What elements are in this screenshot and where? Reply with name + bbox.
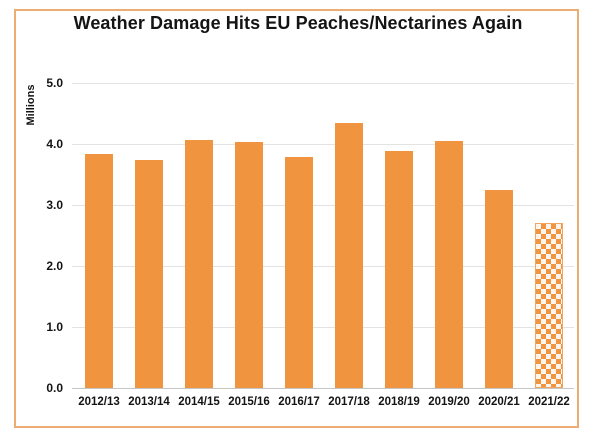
gridline xyxy=(72,83,574,84)
x-axis-line xyxy=(72,388,574,389)
bar xyxy=(485,190,513,388)
x-axis-label: 2020/21 xyxy=(478,396,520,408)
x-axis-label: 2018/19 xyxy=(378,396,420,408)
gridline xyxy=(72,266,574,267)
gridline xyxy=(72,144,574,145)
y-axis-tick-label: 0.0 xyxy=(46,381,63,395)
y-axis-tick-label: 1.0 xyxy=(46,320,63,334)
x-axis-label: 2017/18 xyxy=(328,396,370,408)
bar xyxy=(135,159,163,388)
bar xyxy=(85,153,113,388)
x-axis-label: 2019/20 xyxy=(428,396,470,408)
bar xyxy=(435,140,463,388)
x-axis-label: 2021/22 xyxy=(528,396,570,408)
bar xyxy=(185,140,213,388)
x-axis-label: 2012/13 xyxy=(78,396,120,408)
chart-title: Weather Damage Hits EU Peaches/Nectarine… xyxy=(73,13,523,33)
x-axis-label: 2013/14 xyxy=(128,396,170,408)
bar xyxy=(285,157,313,388)
bar xyxy=(335,122,363,388)
y-axis-tick-label: 2.0 xyxy=(46,259,63,273)
bar-patterned xyxy=(535,223,563,388)
x-axis-label: 2016/17 xyxy=(278,396,320,408)
gridline xyxy=(72,327,574,328)
y-axis-tick-label: 3.0 xyxy=(46,198,63,212)
x-axis-label: 2015/16 xyxy=(228,396,270,408)
y-axis-tick-label: 5.0 xyxy=(46,76,63,90)
y-axis-title: Millions xyxy=(25,84,37,126)
x-axis-label: 2014/15 xyxy=(178,396,220,408)
gridline xyxy=(72,205,574,206)
bar xyxy=(235,141,263,388)
bar xyxy=(385,151,413,388)
y-axis-tick-label: 4.0 xyxy=(46,137,63,151)
